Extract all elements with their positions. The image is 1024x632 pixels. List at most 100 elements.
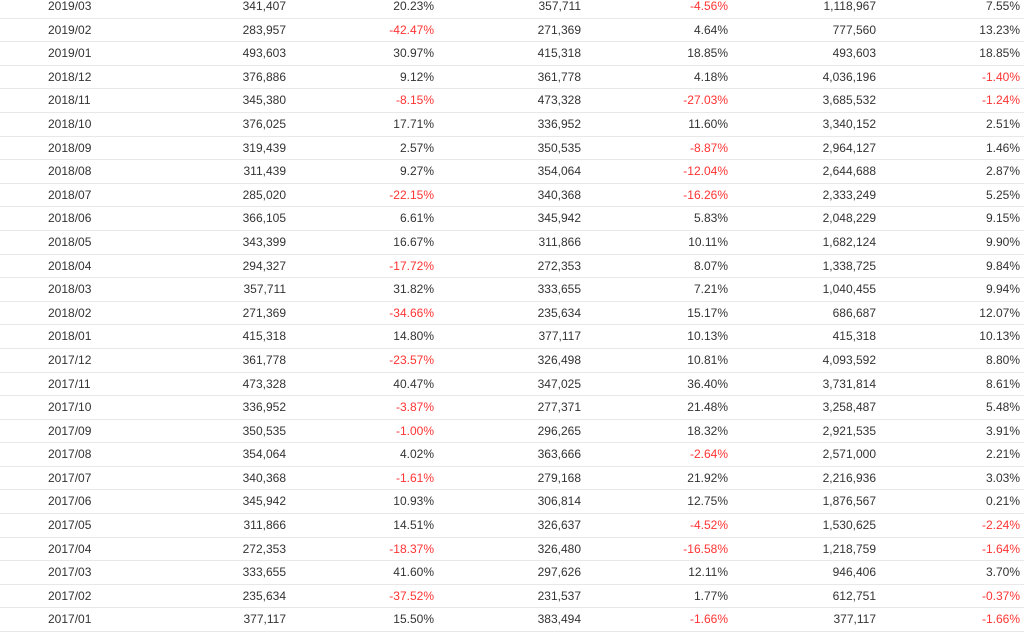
change-cell: -2.64% [689, 447, 728, 462]
month-cell: 2019/01 [48, 46, 92, 61]
value-cell: 294,327 [242, 258, 286, 273]
table-row: 2019/02 283,957 -42.47% 271,369 4.64% 777,560… [0, 19, 1024, 43]
cumulative-change-cell: 3.91% [985, 423, 1020, 438]
change-cell: -22.15% [389, 187, 434, 202]
table-row: 2017/10 336,952 -3.87% 277,371 21.48% 3,258,4… [0, 396, 1024, 420]
value-cell: 333,655 [537, 282, 581, 297]
change-cell: 12.75% [687, 494, 728, 509]
change-cell: 15.50% [393, 612, 434, 627]
change-cell: 9.12% [399, 69, 434, 84]
cumulative-cell: 3,731,814 [822, 376, 876, 391]
table-row: 2019/01 493,603 30.97% 415,318 18.85% 493,603… [0, 42, 1024, 66]
change-cell: -8.15% [395, 93, 434, 108]
value-cell: 235,634 [537, 305, 581, 320]
value-cell: 361,778 [242, 352, 286, 367]
value-cell: 326,637 [537, 518, 581, 533]
value-cell: 235,634 [242, 588, 286, 603]
change-cell: -34.66% [389, 305, 434, 320]
cumulative-cell: 777,560 [832, 22, 876, 37]
value-cell: 345,942 [242, 494, 286, 509]
month-cell: 2018/02 [48, 305, 92, 320]
value-cell: 311,439 [243, 164, 287, 179]
month-cell: 2018/08 [48, 164, 92, 179]
value-cell: 350,535 [242, 423, 286, 438]
change-cell: 1.77% [693, 588, 728, 603]
month-cell: 2018/05 [48, 234, 92, 249]
month-cell: 2019/02 [48, 22, 92, 37]
change-cell: 6.61% [399, 211, 434, 226]
cumulative-change-cell: -1.24% [981, 93, 1020, 108]
table-row: 2017/02 235,634 -37.52% 231,537 1.77% 612,751… [0, 585, 1024, 609]
value-cell: 311,866 [243, 518, 287, 533]
value-cell: 350,535 [537, 140, 581, 155]
cumulative-cell: 946,406 [832, 565, 876, 580]
change-cell: -4.52% [689, 518, 728, 533]
month-cell: 2017/05 [48, 518, 92, 533]
value-cell: 306,814 [537, 494, 581, 509]
cumulative-cell: 4,036,196 [822, 69, 876, 84]
change-cell: 21.48% [687, 400, 728, 415]
table-row: 2018/04 294,327 -17.72% 272,353 8.07% 1,338,7… [0, 255, 1024, 279]
change-cell: 14.51% [393, 518, 434, 533]
cumulative-cell: 415,318 [832, 329, 876, 344]
value-cell: 333,655 [242, 565, 286, 580]
month-cell: 2018/06 [48, 211, 92, 226]
value-cell: 363,666 [537, 447, 581, 462]
table-row: 2018/02 271,369 -34.66% 235,634 15.17% 686,68… [0, 302, 1024, 326]
change-cell: 16.67% [393, 234, 434, 249]
cumulative-cell: 2,333,249 [822, 187, 876, 202]
change-cell: 10.81% [687, 352, 728, 367]
change-cell: 15.17% [687, 305, 728, 320]
value-cell: 473,328 [537, 93, 581, 108]
change-cell: 10.11% [688, 234, 728, 249]
value-cell: 297,626 [537, 565, 581, 580]
change-cell: 9.27% [399, 164, 434, 179]
month-cell: 2018/07 [48, 187, 92, 202]
change-cell: -27.03% [683, 93, 728, 108]
cumulative-cell: 2,921,535 [822, 423, 876, 438]
cumulative-cell: 1,118,967 [823, 0, 877, 13]
change-cell: -1.00% [395, 423, 434, 438]
change-cell: 14.80% [393, 329, 434, 344]
cumulative-cell: 377,117 [833, 612, 877, 627]
cumulative-cell: 3,258,487 [822, 400, 876, 415]
value-cell: 277,371 [537, 400, 581, 415]
value-cell: 341,407 [242, 0, 286, 13]
cumulative-change-cell: 2.51% [985, 116, 1020, 131]
month-cell: 2017/01 [48, 612, 92, 627]
value-cell: 493,603 [242, 46, 286, 61]
change-cell: 2.57% [399, 140, 434, 155]
value-cell: 272,353 [242, 541, 286, 556]
cumulative-change-cell: 9.84% [985, 258, 1020, 273]
change-cell: 5.83% [693, 211, 728, 226]
cumulative-cell: 612,751 [832, 588, 876, 603]
month-cell: 2018/12 [48, 69, 92, 84]
change-cell: 20.23% [393, 0, 434, 13]
table-row: 2017/11 473,328 40.47% 347,025 36.40% 3,731,8… [0, 373, 1024, 397]
cumulative-cell: 1,338,725 [822, 258, 876, 273]
month-cell: 2018/10 [48, 116, 92, 131]
month-cell: 2019/03 [48, 0, 92, 13]
month-cell: 2017/09 [48, 423, 92, 438]
value-cell: 326,480 [537, 541, 581, 556]
table-row: 2018/08 311,439 9.27% 354,064 -12.04% 2,644,6… [0, 160, 1024, 184]
cumulative-change-cell: 0.21% [985, 494, 1020, 509]
value-cell: 336,952 [242, 400, 286, 415]
change-cell: 4.64% [693, 22, 728, 37]
cumulative-cell: 1,218,759 [822, 541, 876, 556]
value-cell: 283,957 [242, 22, 286, 37]
change-cell: 41.60% [393, 565, 434, 580]
value-cell: 326,498 [537, 352, 581, 367]
table-row: 2017/01 377,117 15.50% 383,494 -1.66% 377,117… [0, 608, 1024, 632]
cumulative-change-cell: 9.15% [985, 211, 1020, 226]
cumulative-cell: 2,964,127 [822, 140, 876, 155]
cumulative-change-cell: -2.24% [981, 518, 1020, 533]
change-cell: 7.21% [693, 282, 728, 297]
change-cell: 21.92% [687, 470, 728, 485]
value-cell: 345,942 [537, 211, 581, 226]
change-cell: 11.60% [688, 116, 728, 131]
cumulative-cell: 1,040,455 [822, 282, 876, 297]
change-cell: -3.87% [395, 400, 434, 415]
value-cell: 296,265 [537, 423, 581, 438]
change-cell: 36.40% [687, 376, 728, 391]
